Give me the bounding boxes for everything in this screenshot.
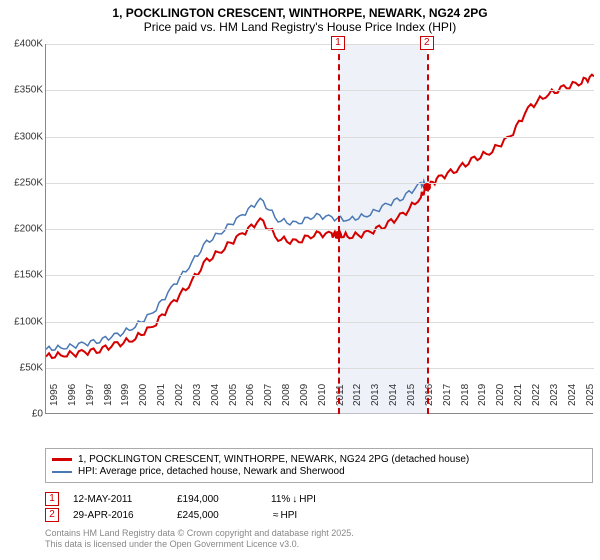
x-tick-label: 2013 [370,384,381,406]
title-block: 1, POCKLINGTON CRESCENT, WINTHORPE, NEWA… [0,0,600,38]
marker-label-box: 2 [420,36,434,50]
footer-attribution: Contains HM Land Registry data © Crown c… [45,528,593,551]
legend-swatch [52,471,72,473]
event-pct-value: 11% [271,494,290,505]
event-arrow-icon: ≈ [273,510,279,521]
event-pct: 11% ↓ HPI [271,494,316,505]
chart-container: 1, POCKLINGTON CRESCENT, WINTHORPE, NEWA… [0,0,600,560]
legend-label: HPI: Average price, detached house, Newa… [78,466,345,477]
x-tick-label: 2012 [352,384,363,406]
y-tick-label: £300K [3,131,43,142]
event-price: £194,000 [177,494,257,505]
x-tick-label: 2009 [299,384,310,406]
event-suffix: HPI [299,494,316,505]
x-tick-label: 2008 [281,384,292,406]
events-table: 1 12-MAY-2011 £194,000 11% ↓ HPI 2 29-AP… [45,490,593,524]
x-tick-label: 1996 [67,384,78,406]
y-gridline [46,275,594,276]
x-tick-label: 2025 [585,384,596,406]
title-line-2: Price paid vs. HM Land Registry's House … [10,20,590,34]
event-suffix: HPI [281,510,298,521]
y-tick-label: £400K [3,39,43,50]
x-tick-label: 2022 [531,384,542,406]
x-tick-label: 2016 [424,384,435,406]
x-tick-label: 2020 [495,384,506,406]
x-tick-label: 2011 [335,384,346,406]
x-tick-label: 1998 [103,384,114,406]
marker-dot [423,183,431,191]
marker-label-box: 1 [331,36,345,50]
y-tick-label: £0 [3,409,43,420]
legend-label: 1, POCKLINGTON CRESCENT, WINTHORPE, NEWA… [78,454,469,465]
y-tick-label: £200K [3,224,43,235]
series-line [46,181,427,350]
legend: 1, POCKLINGTON CRESCENT, WINTHORPE, NEWA… [45,448,593,483]
legend-item: HPI: Average price, detached house, Newa… [52,466,586,477]
y-gridline [46,90,594,91]
y-tick-label: £100K [3,316,43,327]
x-tick-label: 2015 [406,384,417,406]
x-tick-label: 2010 [317,384,328,406]
x-tick-label: 2018 [460,384,471,406]
event-price: £245,000 [177,510,257,521]
event-pct: ≈ HPI [271,510,297,521]
x-tick-label: 2000 [138,384,149,406]
y-gridline [46,44,594,45]
event-marker-box: 1 [45,492,59,506]
x-tick-label: 2001 [156,384,167,406]
legend-swatch [52,458,72,461]
x-tick-label: 2005 [228,384,239,406]
x-tick-label: 1999 [120,384,131,406]
y-gridline [46,229,594,230]
event-arrow-icon: ↓ [292,494,297,505]
event-row: 1 12-MAY-2011 £194,000 11% ↓ HPI [45,492,593,506]
x-tick-label: 2024 [567,384,578,406]
event-row: 2 29-APR-2016 £245,000 ≈ HPI [45,508,593,522]
event-marker-box: 2 [45,508,59,522]
title-line-1: 1, POCKLINGTON CRESCENT, WINTHORPE, NEWA… [10,6,590,20]
x-tick-label: 2019 [477,384,488,406]
x-tick-label: 1995 [49,384,60,406]
y-gridline [46,183,594,184]
x-tick-label: 2007 [263,384,274,406]
x-tick-label: 2014 [388,384,399,406]
chart-plot-area: £0£50K£100K£150K£200K£250K£300K£350K£400… [45,44,593,414]
y-tick-label: £150K [3,270,43,281]
y-tick-label: £250K [3,177,43,188]
event-date: 29-APR-2016 [73,510,163,521]
marker-dashed-line [427,44,429,414]
x-tick-label: 2006 [245,384,256,406]
event-date: 12-MAY-2011 [73,494,163,505]
y-tick-label: £350K [3,85,43,96]
x-tick-label: 2023 [549,384,560,406]
y-tick-label: £50K [3,362,43,373]
y-gridline [46,137,594,138]
x-tick-label: 2021 [513,384,524,406]
legend-item: 1, POCKLINGTON CRESCENT, WINTHORPE, NEWA… [52,454,586,465]
x-tick-label: 2003 [192,384,203,406]
y-gridline [46,368,594,369]
x-tick-label: 2017 [442,384,453,406]
marker-dashed-line [338,44,340,414]
y-gridline [46,322,594,323]
footer-line-2: This data is licensed under the Open Gov… [45,539,593,550]
x-tick-label: 2002 [174,384,185,406]
x-tick-label: 2004 [210,384,221,406]
footer-line-1: Contains HM Land Registry data © Crown c… [45,528,593,539]
x-tick-label: 1997 [85,384,96,406]
marker-dot [334,231,342,239]
